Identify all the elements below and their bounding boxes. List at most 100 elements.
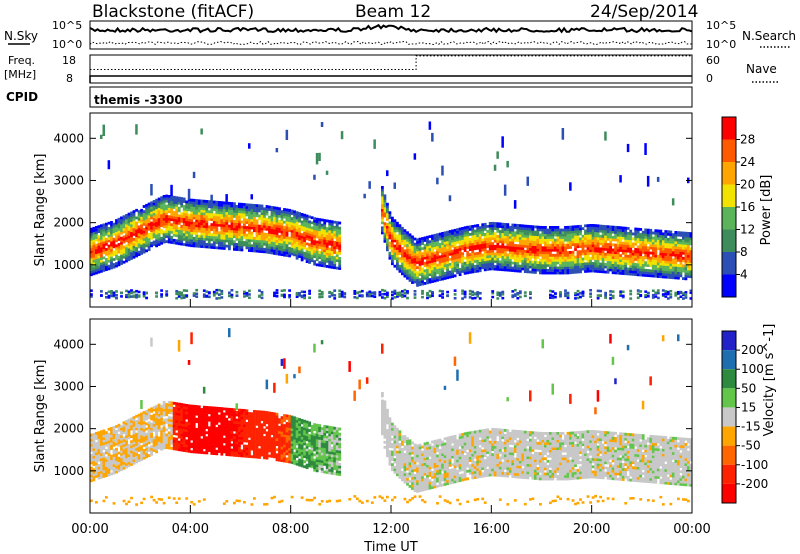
power-cell: [418, 240, 422, 244]
velocity-cell: [115, 460, 118, 464]
velocity-cell: [100, 468, 103, 472]
power-cell: [175, 211, 179, 215]
power-cell: [185, 225, 189, 229]
power-cell: [406, 296, 409, 300]
power-cell: [446, 266, 450, 270]
power-cell: [295, 218, 299, 222]
power-cell: [192, 239, 196, 243]
power-cell: [523, 234, 527, 238]
power-cell: [305, 250, 309, 253]
power-cell: [576, 293, 580, 296]
power-cell: [564, 238, 567, 242]
power-cell: [654, 234, 658, 238]
velocity-cell: [125, 432, 128, 436]
power-cell: [370, 291, 374, 295]
power-cell: [100, 267, 103, 271]
velocity-cell: [117, 428, 121, 432]
freq-label: Freq.: [8, 54, 35, 67]
power-cell: [451, 262, 455, 266]
power-cell: [217, 221, 221, 225]
power-cell: [190, 198, 194, 202]
power-cell: [629, 265, 633, 268]
power-cell: [508, 241, 512, 244]
power-cell: [140, 231, 144, 235]
power-cell: [245, 205, 249, 209]
power-cell: [664, 275, 668, 279]
power-cell: [671, 263, 675, 267]
power-cell: [689, 252, 693, 256]
power-cell: [561, 233, 565, 237]
power-cell: [443, 274, 447, 278]
power-cell: [498, 252, 502, 256]
velocity-cell: [95, 467, 98, 471]
power-cell: [398, 231, 402, 235]
power-cell: [581, 262, 585, 266]
power-cell: [212, 228, 216, 232]
power-cell: [516, 231, 520, 235]
power-cell: [564, 248, 567, 252]
velocity-cell: [135, 452, 139, 456]
power-cell: [591, 241, 595, 245]
velocity-cell: [157, 411, 161, 414]
power-cell: [639, 260, 643, 264]
power-cell: [140, 224, 144, 227]
power-cell: [290, 247, 294, 251]
power-cell: [115, 224, 118, 227]
power-cell: [177, 237, 181, 241]
power-cell: [182, 197, 186, 201]
power-cell: [298, 219, 302, 223]
velocity-cell: [152, 446, 156, 450]
power-cell: [202, 240, 206, 244]
power-cell: [207, 212, 211, 216]
power-cell: [155, 211, 159, 215]
power-cell: [381, 296, 384, 299]
power-cell: [285, 236, 289, 240]
power-cell: [117, 250, 121, 254]
power-cell: [589, 267, 593, 270]
power-cell: [170, 210, 174, 214]
power-cbar-swatch: [722, 229, 736, 252]
power-cell: [225, 229, 229, 233]
velocity-cell: [122, 451, 126, 455]
power-cell: [130, 239, 133, 243]
power-cell: [273, 291, 276, 295]
power-cell: [222, 241, 226, 245]
power-cell: [230, 232, 234, 236]
power-cell: [418, 268, 422, 271]
power-cell: [381, 206, 384, 210]
power-cell: [461, 292, 465, 295]
power-cell: [308, 233, 312, 237]
power-cell: [551, 290, 555, 293]
power-cell: [100, 234, 103, 238]
power-cell: [428, 235, 432, 239]
power-cell: [263, 222, 266, 226]
power-cell: [283, 253, 286, 257]
power-cell: [466, 241, 470, 244]
power-cell: [644, 238, 648, 242]
velocity-cell: [150, 440, 154, 444]
power-cell: [518, 229, 522, 233]
power-cell: [666, 237, 670, 241]
power-cell: [654, 264, 658, 268]
power-cell: [230, 214, 234, 218]
power-cell: [521, 257, 525, 261]
velocity-cell: [125, 458, 128, 461]
power-cell: [280, 240, 284, 244]
power-cell: [155, 241, 159, 245]
power-cell: [195, 234, 199, 238]
power-cell: [569, 233, 572, 237]
power-cell: [112, 258, 116, 261]
power-cell: [551, 231, 555, 234]
velocity-cell: [132, 454, 136, 458]
power-cell: [599, 224, 603, 228]
power-cell: [182, 207, 186, 211]
ytick-label: 1000: [53, 258, 84, 272]
power-cell: [333, 235, 337, 239]
power-cell: [534, 230, 537, 234]
power-cell: [438, 258, 442, 261]
power-cell: [456, 268, 460, 272]
power-cell: [185, 238, 189, 242]
power-cell: [423, 239, 427, 242]
power-cell: [298, 255, 302, 258]
power-cell: [604, 230, 608, 233]
